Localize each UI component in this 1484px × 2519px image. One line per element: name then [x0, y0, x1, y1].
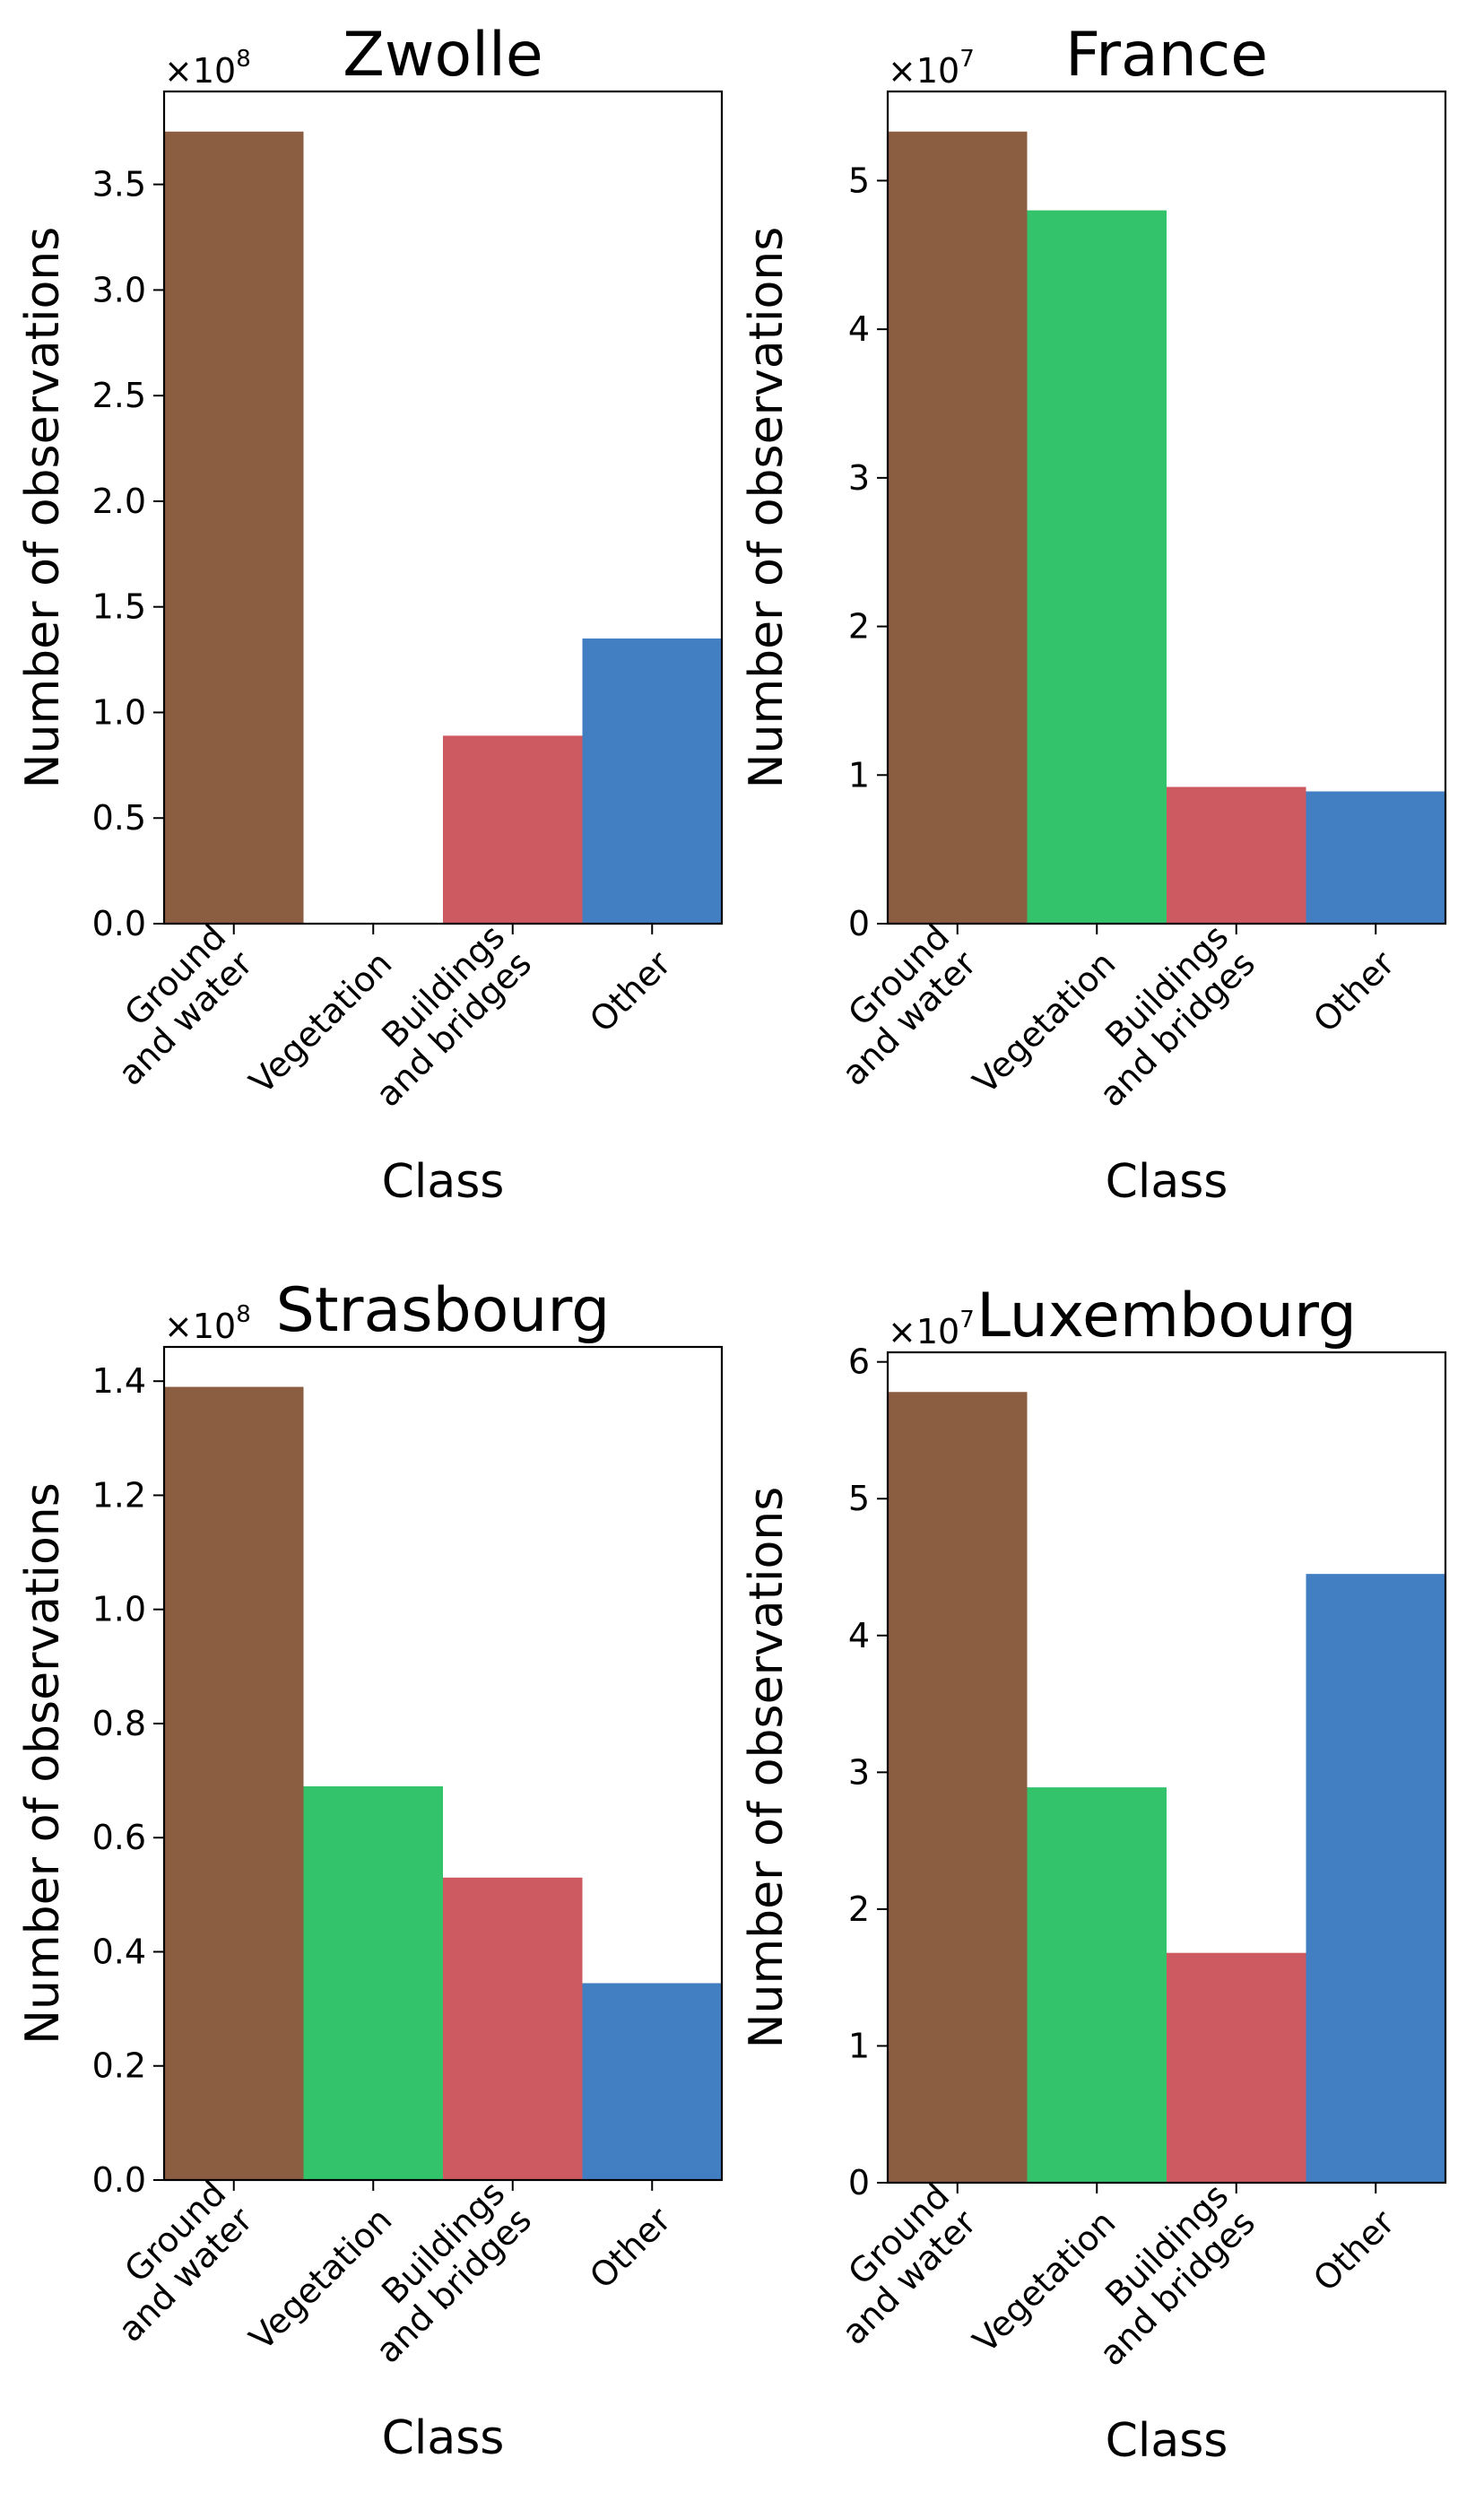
y-tick-label: 4: [848, 309, 870, 349]
bar-other: [582, 1983, 722, 2180]
axis-multiplier-exponent: 8: [236, 1301, 251, 1328]
y-tick-label: 2: [848, 1889, 870, 1929]
y-tick-label: 1: [848, 2026, 870, 2065]
x-tick-label-line: Other: [1306, 943, 1402, 1040]
y-tick-label: 2: [848, 607, 870, 647]
axes-frame: [162, 90, 724, 925]
axis-multiplier-base: ×10: [888, 51, 959, 91]
y-tick-label: 0.8: [92, 1704, 146, 1743]
y-axis-label: Number of observations: [740, 227, 794, 789]
axis-multiplier-exponent: 7: [959, 46, 975, 73]
axis-multiplier: ×108: [164, 46, 251, 91]
bar-vegetation: [1027, 210, 1167, 925]
x-tick-label-line: Other: [582, 943, 679, 1040]
axis-multiplier-base: ×10: [164, 1307, 236, 1346]
bar-ground-and-water: [888, 131, 1028, 924]
x-tick-label: Groundand water: [808, 916, 985, 1093]
x-axis-label: Class: [382, 2411, 505, 2465]
y-tick-label: 1.0: [92, 1590, 146, 1629]
axis-multiplier: ×107: [888, 1307, 975, 1351]
bar-other: [1306, 791, 1445, 924]
axis-multiplier-exponent: 8: [236, 46, 251, 73]
y-tick-label: 3.0: [92, 270, 146, 309]
bar-vegetation: [303, 1785, 443, 2180]
axes-frame: [886, 90, 1447, 925]
x-axis-label: Class: [382, 1155, 505, 1209]
bar-other: [582, 638, 722, 924]
y-tick-label: 4: [848, 1616, 870, 1655]
y-tick-label: 6: [848, 1342, 870, 1382]
axis-multiplier-base: ×10: [888, 1312, 959, 1351]
axis-multiplier: ×108: [164, 1301, 251, 1346]
y-tick-label: 2.0: [92, 482, 146, 521]
y-tick-label: 0: [848, 2163, 870, 2202]
x-tick-label: Other: [582, 943, 679, 1040]
x-tick-label: Other: [1306, 943, 1402, 1040]
bar-ground-and-water: [888, 1392, 1028, 2183]
y-tick-label: 5: [848, 1479, 870, 1518]
bar-buildings-and-bridges: [443, 1877, 583, 2180]
y-tick-label: 0.4: [92, 1932, 146, 1971]
bar-buildings-and-bridges: [1167, 1952, 1306, 2183]
chart-title: France: [1065, 20, 1268, 91]
y-tick-label: 3: [848, 1752, 870, 1792]
axis-multiplier-exponent: 7: [959, 1307, 975, 1333]
y-tick-label: 0.2: [92, 2046, 146, 2086]
x-tick-label-line: Other: [582, 2200, 679, 2297]
y-axis-label: Number of observations: [740, 1487, 794, 2049]
y-axis-label: Number of observations: [16, 1482, 70, 2045]
y-tick-label: 1.4: [92, 1361, 146, 1401]
x-axis-label: Class: [1106, 2414, 1228, 2468]
x-tick-label: Other: [582, 2200, 679, 2297]
axis-multiplier: ×107: [888, 46, 975, 91]
bar-ground-and-water: [164, 1386, 304, 2180]
chart-title: Strasbourg: [276, 1275, 611, 1346]
bar-buildings-and-bridges: [443, 735, 583, 924]
y-tick-label: 0.0: [92, 904, 146, 943]
y-tick-label: 0.0: [92, 2160, 146, 2200]
y-tick-label: 5: [848, 161, 870, 200]
chart-title: Luxembourg: [976, 1281, 1357, 1351]
x-axis-label: Class: [1106, 1155, 1228, 1209]
bar-other: [1306, 1574, 1445, 2183]
bar-vegetation: [1027, 1787, 1167, 2183]
chart-title: Zwolle: [343, 20, 542, 91]
y-tick-label: 1.5: [92, 587, 146, 627]
y-axis-label: Number of observations: [16, 227, 70, 789]
y-tick-label: 1.0: [92, 692, 146, 732]
y-tick-label: 0.5: [92, 798, 146, 838]
axis-multiplier-base: ×10: [164, 51, 236, 91]
x-tick-label: Other: [1306, 2202, 1402, 2299]
x-tick-label: Groundand water: [808, 2176, 985, 2352]
x-tick-label-line: Other: [1306, 2202, 1402, 2299]
y-tick-label: 1: [848, 755, 870, 795]
bar-buildings-and-bridges: [1167, 786, 1306, 924]
y-tick-label: 2.5: [92, 376, 146, 415]
y-tick-label: 3: [848, 458, 870, 498]
y-tick-label: 3.5: [92, 165, 146, 204]
y-tick-label: 0: [848, 904, 870, 943]
y-tick-label: 1.2: [92, 1475, 146, 1515]
axes-frame: [162, 1345, 724, 2182]
y-tick-label: 0.6: [92, 1818, 146, 1857]
bar-ground-and-water: [164, 131, 304, 924]
axes-frame: [886, 1351, 1447, 2185]
